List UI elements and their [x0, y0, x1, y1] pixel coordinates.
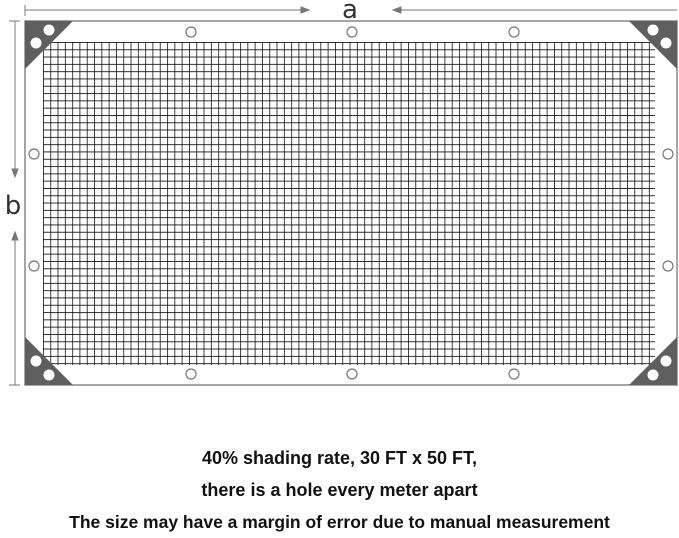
corner-reinforcements — [25, 21, 677, 385]
caption-line-2: there is a hole every meter apart — [201, 480, 478, 500]
dimension-b-label: b — [5, 191, 22, 221]
shade-net-diagram: a b — [5, 0, 678, 386]
dimension-b-arrow — [9, 20, 20, 386]
edge-grommets — [28, 26, 674, 380]
dimension-a-arrow — [24, 5, 677, 16]
caption-line-1: 40% shading rate, 30 FT x 50 FT, — [201, 448, 478, 468]
dimension-a-label: a — [342, 0, 358, 25]
caption-line-3: The size may have a margin of error due … — [69, 512, 610, 532]
corner-grommets — [30, 24, 672, 381]
mesh-grid — [43, 42, 655, 365]
